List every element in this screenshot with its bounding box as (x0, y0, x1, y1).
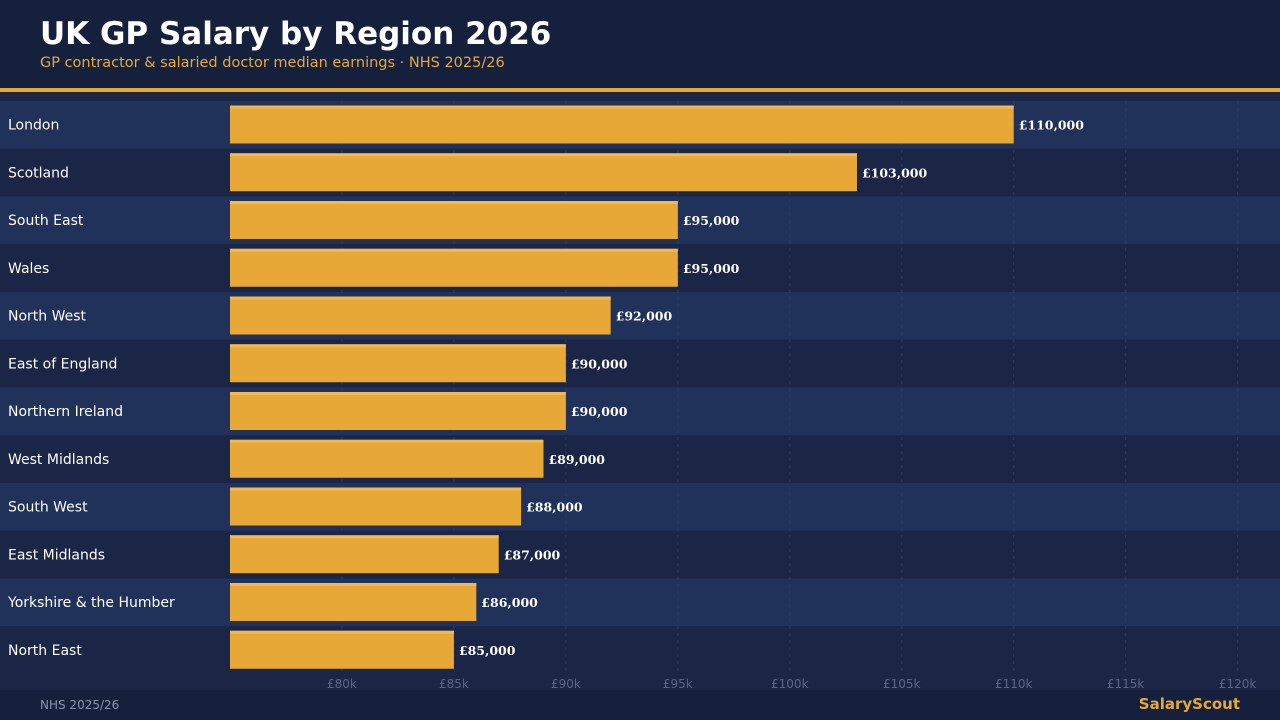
value-label: £87,000 (504, 547, 561, 562)
tick-label: £120k (1219, 677, 1257, 690)
tick-label: £80k (327, 677, 357, 690)
value-label: £88,000 (526, 500, 583, 515)
row-background (0, 483, 1280, 531)
category-label: West Midlands (8, 452, 109, 468)
category-label: London (8, 118, 59, 134)
bar-highlight (230, 392, 566, 395)
category-label: South East (8, 213, 84, 229)
value-label: £92,000 (616, 309, 673, 324)
category-label: East Midlands (8, 547, 105, 563)
brand-logo: SalaryScout (1138, 695, 1240, 713)
value-label: £90,000 (571, 356, 628, 371)
bar (230, 344, 566, 383)
tick-label: £110k (995, 677, 1033, 690)
value-label: £103,000 (862, 165, 928, 180)
bar (230, 583, 477, 621)
tick-label: £115k (1107, 677, 1145, 690)
bar (230, 439, 544, 478)
value-label: £110,000 (1019, 118, 1085, 133)
value-label: £95,000 (683, 213, 740, 228)
bar (230, 296, 611, 335)
value-label: £86,000 (481, 595, 538, 610)
category-label: Yorkshire & the Humber (7, 595, 175, 611)
bar (230, 248, 678, 287)
chart-footer: NHS 2025/26 SalaryScout (0, 690, 1280, 720)
row-background (0, 530, 1280, 579)
category-label: North East (8, 643, 82, 659)
value-label: £90,000 (571, 404, 628, 419)
bar-highlight (230, 439, 544, 443)
footer-source: NHS 2025/26 (40, 698, 120, 712)
category-label: Scotland (8, 165, 69, 181)
bar-chart: London £110,000 Scotland £103,000 South East… (0, 101, 1280, 690)
tick-label: £85k (439, 677, 469, 690)
tick-label: £90k (551, 677, 581, 690)
row-background (0, 292, 1280, 340)
bar (230, 392, 566, 430)
row-background (0, 626, 1280, 674)
tick-label: £95k (663, 677, 693, 690)
tick-label: £105k (883, 677, 921, 690)
chart-title: UK GP Salary by Region 2026 (40, 16, 552, 52)
bar-highlight (230, 487, 522, 491)
value-label: £95,000 (683, 261, 740, 276)
bar-highlight (230, 105, 1014, 109)
bar-highlight (230, 344, 566, 348)
tick-label: £100k (771, 677, 809, 690)
category-label: East of England (8, 356, 117, 372)
bar-highlight (230, 535, 499, 539)
chart-header: UK GP Salary by Region 2026 GP contracto… (0, 0, 1280, 88)
value-label: £89,000 (548, 452, 605, 467)
row-background (0, 435, 1280, 483)
category-label: North West (8, 309, 87, 325)
bar-highlight (230, 248, 678, 252)
bar (230, 105, 1014, 144)
accent-divider (0, 88, 1280, 92)
bar (230, 201, 678, 239)
bar (230, 630, 454, 669)
bar-highlight (230, 296, 611, 300)
bar (230, 535, 499, 574)
bar-highlight (230, 583, 477, 586)
category-label: Wales (8, 261, 49, 277)
bar-highlight (230, 201, 678, 204)
row-background (0, 339, 1280, 388)
bar-highlight (230, 630, 454, 634)
row-background (0, 578, 1280, 627)
bar (230, 487, 522, 526)
category-label: South West (8, 500, 88, 516)
bar (230, 153, 857, 192)
row-background (0, 387, 1280, 436)
value-label: £85,000 (459, 643, 516, 658)
category-label: Northern Ireland (8, 404, 123, 420)
chart-subtitle: GP contractor & salaried doctor median e… (40, 55, 505, 71)
bar-highlight (230, 153, 857, 157)
